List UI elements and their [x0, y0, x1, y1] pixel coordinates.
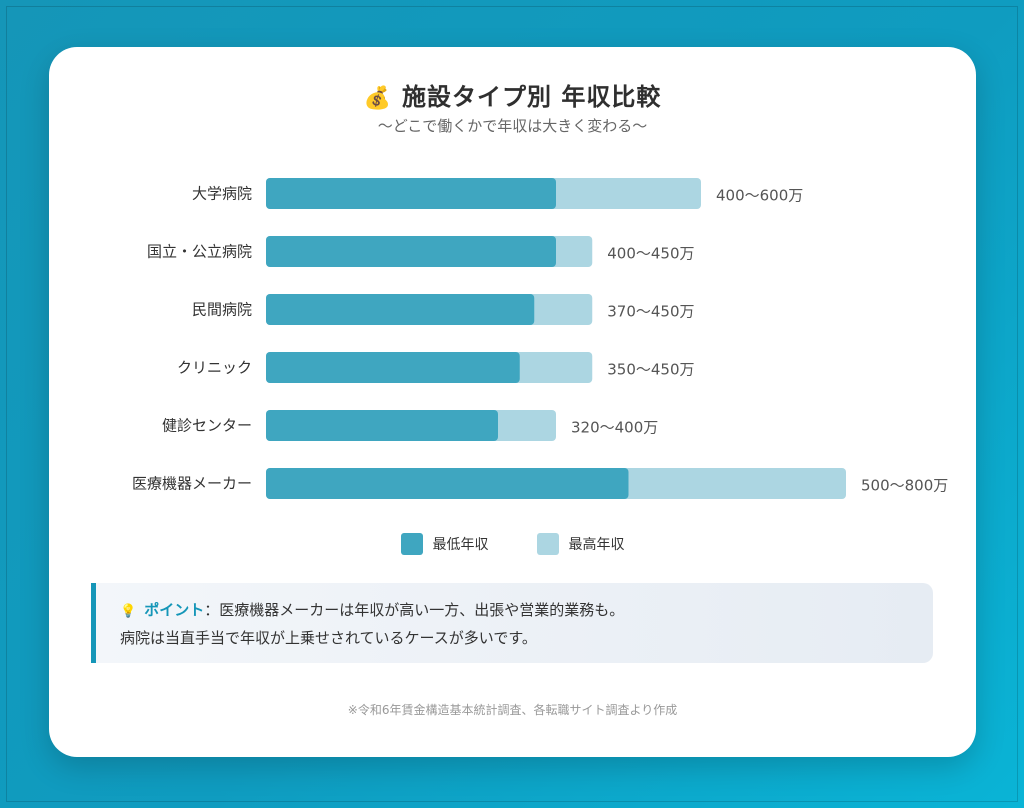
- point-label: ポイント: [144, 601, 205, 619]
- subtitle: 〜どこで働くかで年収は大きく変わる〜: [377, 117, 648, 135]
- bar-min: [266, 468, 629, 499]
- legend-item-max: 最高年収: [536, 533, 625, 555]
- bar-min: [266, 294, 535, 325]
- value-label: 370〜450万: [607, 303, 694, 321]
- value-label: 400〜600万: [716, 187, 803, 205]
- category-label: 大学病院: [192, 185, 252, 203]
- category-label: 国立・公立病院: [147, 243, 252, 261]
- category-label: 民間病院: [192, 301, 252, 319]
- legend-item-min: 最低年収: [400, 533, 489, 555]
- category-label: 医療機器メーカー: [132, 475, 252, 493]
- lightbulb-icon: 💡: [120, 604, 137, 619]
- legend-label-min: 最低年収: [432, 537, 489, 553]
- page-title: 💰 施設タイプ別 年収比較: [49, 77, 976, 112]
- legend-swatch-max: [536, 533, 559, 555]
- legend-swatch-min: [400, 533, 423, 555]
- point-callout: 💡 ポイント：医療機器メーカーは年収が高い一方、出張や営業的業務も。 病院は当直手…: [91, 583, 933, 663]
- bar-min: [266, 352, 520, 383]
- money-bag-icon: 💰: [363, 86, 393, 111]
- point-text-1: ：医療機器メーカーは年収が高い一方、出張や営業的業務も。: [204, 601, 625, 619]
- bar-min: [266, 410, 498, 441]
- legend-label-max: 最高年収: [568, 537, 625, 553]
- value-label: 320〜400万: [571, 419, 658, 437]
- value-label: 500〜800万: [861, 477, 948, 495]
- bar-min: [266, 236, 556, 267]
- category-label: 健診センター: [162, 417, 252, 435]
- source-footnote: ※令和6年賃金構造基本統計調査、各転職サイト調査より作成: [347, 703, 678, 717]
- title-text: 施設タイプ別 年収比較: [402, 83, 662, 111]
- category-label: クリニック: [177, 359, 252, 377]
- value-label: 400〜450万: [607, 245, 694, 263]
- point-line-2: 病院は当直手当で年収が上乗せされているケースが多いです。: [120, 629, 537, 647]
- bar-min: [266, 178, 556, 209]
- chart-card: 💰 施設タイプ別 年収比較 〜どこで働くかで年収は大きく変わる〜 大学病院 400〜…: [49, 47, 976, 757]
- legend: 最低年収 最高年収: [49, 533, 976, 555]
- value-label: 350〜450万: [607, 361, 694, 379]
- point-line-1: 💡 ポイント：医療機器メーカーは年収が高い一方、出張や営業的業務も。: [120, 597, 933, 625]
